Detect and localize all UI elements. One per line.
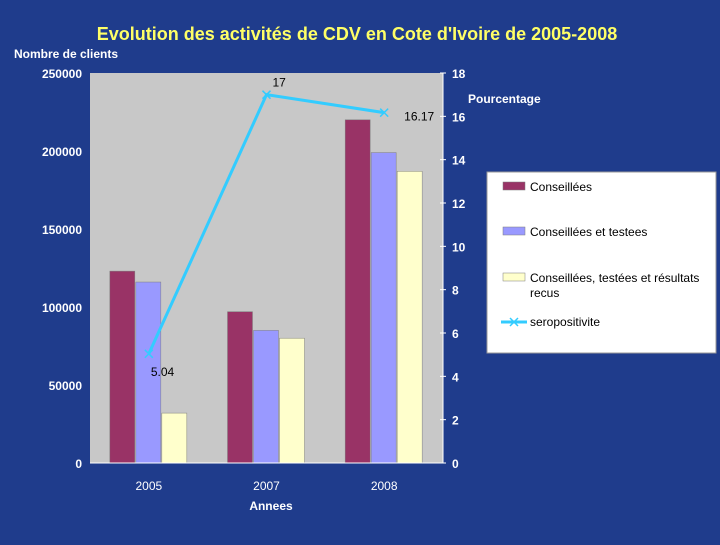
y-tick-label: 0 bbox=[75, 457, 82, 471]
x-tick-label: 2005 bbox=[135, 479, 162, 493]
y2-tick-label: 0 bbox=[452, 457, 459, 471]
seropositivite-marker bbox=[379, 108, 389, 118]
legend-entry-conseillees-testees-swatch bbox=[502, 226, 526, 236]
legend-box bbox=[486, 171, 717, 354]
chart-title: Evolution des activités de CDV en Cote d… bbox=[97, 24, 617, 44]
y2-tick-label: 6 bbox=[452, 327, 459, 341]
y2-tick-label: 4 bbox=[452, 370, 459, 384]
y2-tick-label: 16 bbox=[452, 110, 466, 124]
y-tick-label: 50000 bbox=[49, 379, 83, 393]
y2-tick-label: 14 bbox=[452, 154, 466, 168]
legend-entry-seropositivite-label: seropositivite bbox=[530, 315, 600, 329]
seropositivite-data-label: 17 bbox=[273, 76, 287, 90]
y2-tick-label: 18 bbox=[452, 67, 466, 81]
y-tick-label: 150000 bbox=[42, 223, 82, 237]
bar-3-2005 bbox=[161, 412, 188, 464]
bar-1-2007 bbox=[227, 311, 253, 464]
bar-3-2008 bbox=[396, 171, 423, 464]
legend-entry-conseillees-label: Conseillées bbox=[530, 180, 592, 194]
y2-tick-label: 12 bbox=[452, 197, 466, 211]
legend-entry-conseillees-swatch bbox=[502, 181, 526, 191]
seropositivite-data-label: 5.04 bbox=[151, 365, 175, 379]
y-axis-label: Nombre de clients bbox=[14, 47, 118, 61]
legend-entry-seropositivite-marker bbox=[509, 317, 519, 327]
legend-entry-conseillees-resultats-label: Conseillées, testées et résultats recus bbox=[530, 271, 699, 300]
legend-entry-conseillees-resultats-swatch bbox=[502, 272, 526, 282]
bar-1-2008 bbox=[344, 119, 371, 464]
bar-2-2008 bbox=[370, 152, 397, 464]
bar-2-2005 bbox=[135, 281, 162, 464]
bar-2-2007 bbox=[253, 330, 279, 464]
bar-3-2007 bbox=[279, 337, 305, 464]
x-tick-label: 2007 bbox=[253, 479, 280, 493]
y2-tick-label: 8 bbox=[452, 284, 459, 298]
y2-axis-label: Pourcentage bbox=[468, 92, 541, 106]
bar-1-2005 bbox=[109, 270, 136, 464]
y2-tick-label: 2 bbox=[452, 414, 459, 428]
seropositivite-marker bbox=[261, 90, 272, 100]
seropositivite-marker bbox=[144, 349, 154, 359]
x-axis-label: Annees bbox=[249, 499, 293, 513]
legend-entry-conseillees-testees-label: Conseillées et testees bbox=[530, 225, 647, 239]
y2-tick-label: 10 bbox=[452, 240, 466, 254]
y-tick-label: 100000 bbox=[42, 301, 82, 315]
y-tick-label: 250000 bbox=[42, 67, 82, 81]
seropositivite-data-label: 16.17 bbox=[404, 110, 434, 124]
y-tick-label: 200000 bbox=[42, 145, 82, 159]
x-tick-label: 2008 bbox=[371, 479, 398, 493]
